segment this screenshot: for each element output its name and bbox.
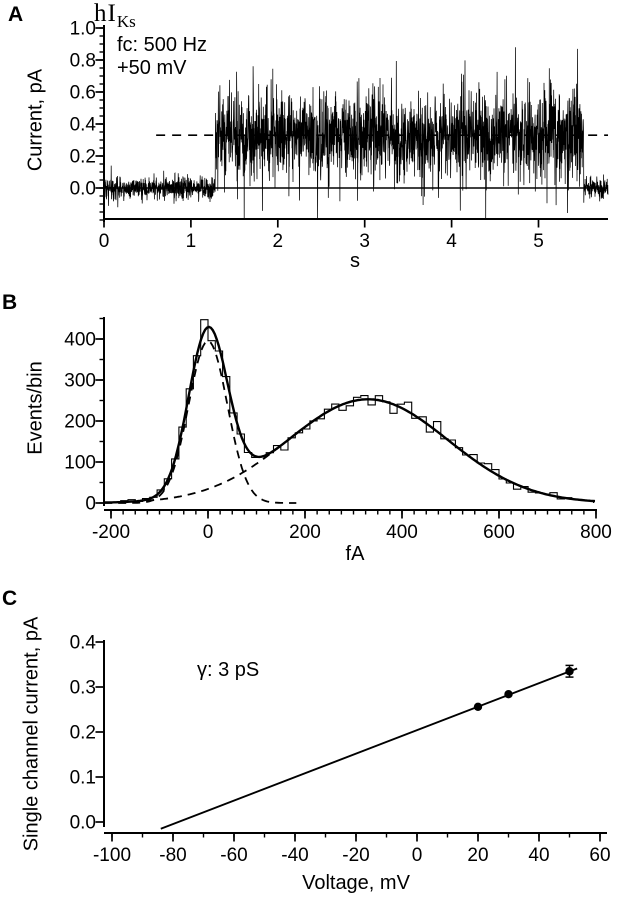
y-tick-label: 0.2 — [70, 147, 96, 168]
panel-a-title-subscript: Ks — [116, 12, 136, 31]
panel-b-xlabel: fA — [345, 543, 365, 565]
x-tick-label: -60 — [220, 845, 247, 866]
panel-a-annotation-voltage: +50 mV — [117, 57, 187, 79]
y-tick-label: 200 — [64, 412, 96, 433]
amplitude-histogram — [105, 319, 595, 504]
panel-a-ylabel: Current, pA — [24, 68, 47, 172]
x-tick-label: -20 — [342, 845, 369, 866]
y-tick-label: 1.0 — [70, 19, 96, 40]
panel-a-title: hIKs — [94, 0, 136, 32]
panel-c-xlabel: Voltage, mV — [302, 872, 410, 894]
y-tick-label: 0.4 — [70, 115, 97, 136]
y-tick-label: 0.3 — [70, 678, 96, 699]
x-tick-label: -100 — [93, 845, 131, 866]
y-tick-label: 0.2 — [70, 723, 96, 744]
x-tick-label: 0 — [203, 522, 214, 543]
panel-a-plot: 0.0 0.2 0.4 0.6 0.8 1.0 0 1 2 3 4 5 — [70, 19, 609, 252]
panel-a-annotation-filter: fc: 500 Hz — [117, 34, 208, 56]
x-tick-label: -200 — [92, 522, 130, 543]
x-tick-label: 0 — [99, 231, 110, 252]
data-point — [473, 702, 483, 711]
x-tick-label: 800 — [580, 522, 612, 543]
panel-c-plot: 0.0 0.1 0.2 0.3 0.4 -100 -80 -60 -40 -20 0 20 40 60 — [70, 633, 611, 867]
x-tick-label: 600 — [483, 522, 515, 543]
y-tick-label: 400 — [64, 330, 96, 351]
x-tick-label: 400 — [386, 522, 418, 543]
iv-fit-line — [160, 667, 578, 830]
x-tick-label: 200 — [289, 522, 321, 543]
y-tick-label: 0.6 — [70, 83, 96, 104]
panel-a-letter: A — [8, 3, 24, 26]
x-tick-label: 40 — [528, 845, 549, 866]
y-tick-label: 0.0 — [70, 813, 96, 834]
panel-a-xlabel: s — [350, 250, 360, 272]
panel-a-title-main: hI — [94, 0, 117, 27]
current-trace — [103, 47, 609, 219]
x-tick-label: 3 — [359, 231, 370, 252]
panel-c-ylabel: Single channel current, pA — [20, 616, 43, 852]
y-tick-label: 300 — [64, 371, 96, 392]
y-tick-label: 0.0 — [70, 179, 96, 200]
panel-b-plot: 0 100 200 300 400 -200 0 200 400 600 800 — [64, 317, 612, 543]
x-tick-label: 1 — [186, 231, 197, 252]
x-tick-label: 20 — [467, 845, 488, 866]
panel-c-letter: C — [2, 587, 18, 610]
data-point — [565, 667, 574, 676]
gaussian-fit-total-solid — [104, 325, 596, 504]
y-tick-label: 0.8 — [70, 51, 96, 72]
y-tick-label: 0.4 — [70, 633, 97, 654]
y-tick-label: 0 — [85, 494, 96, 515]
panel-b-ylabel: Events/bin — [24, 361, 47, 455]
x-tick-label: -80 — [159, 845, 186, 866]
x-tick-label: 0 — [412, 845, 423, 866]
panel-c-conductance-annotation: γ: 3 pS — [197, 659, 260, 681]
data-point — [504, 690, 513, 699]
panel-b-letter: B — [2, 291, 18, 314]
x-tick-label: 4 — [446, 231, 457, 252]
x-tick-label: 5 — [533, 231, 544, 252]
y-tick-label: 100 — [64, 453, 96, 474]
x-tick-label: 2 — [273, 231, 284, 252]
x-tick-label: 60 — [589, 845, 610, 866]
y-tick-label: 0.1 — [70, 768, 96, 789]
x-tick-label: -40 — [281, 845, 308, 866]
gaussian-component-closed-dashed — [104, 340, 297, 504]
